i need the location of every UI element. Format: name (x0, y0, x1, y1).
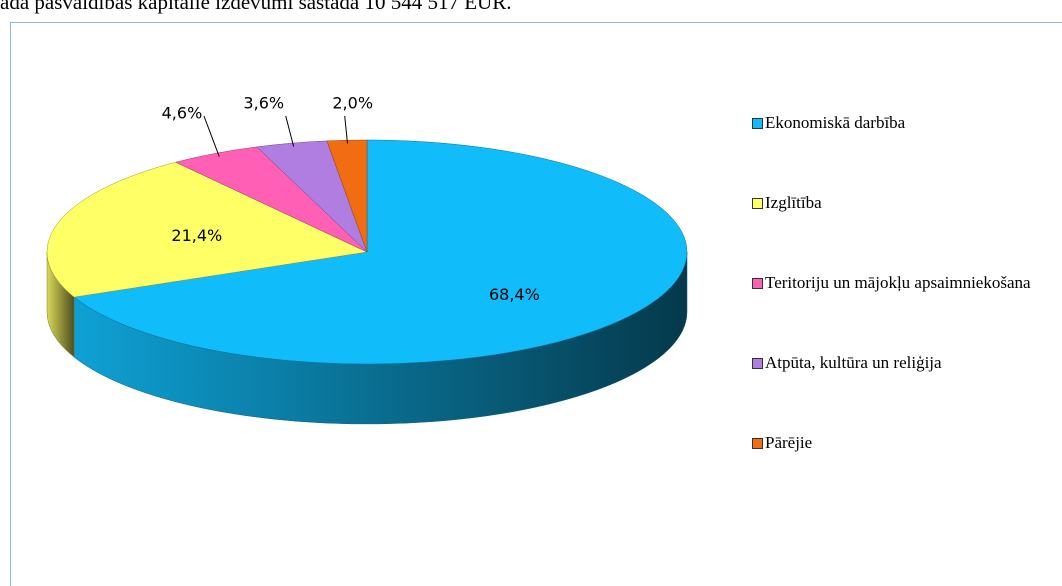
chart: 68,4% 21,4% 4,6% 3,6% 2,0% (46, 94, 688, 425)
legend: Ekonomiskā darbība Izglītība Teritoriju un… (752, 112, 1052, 512)
legend-label: Pārējie (765, 433, 813, 452)
leader-line (203, 115, 220, 157)
data-label: 68,4% (489, 285, 540, 304)
legend-swatch (752, 118, 763, 129)
leader-line (285, 115, 295, 147)
data-label: 3,6% (243, 94, 284, 113)
legend-label: Atpūta, kultūra un reliģija (765, 353, 942, 372)
legend-swatch (752, 358, 763, 369)
document-text: ada pašvaldības kapitālie izdevumi sastā… (0, 0, 512, 14)
legend-item: Izglītība (752, 192, 1052, 272)
data-label: 4,6% (162, 104, 203, 123)
legend-item: Pārējie (752, 432, 1052, 512)
slice (46, 161, 368, 298)
legend-swatch (752, 198, 763, 209)
legend-item: Atpūta, kultūra un reliģija (752, 352, 1052, 432)
legend-item: Teritoriju un mājokļu apsaimniekošana (752, 272, 1052, 352)
legend-label: Izglītība (765, 193, 822, 212)
legend-item: Ekonomiskā darbība (752, 112, 1052, 192)
legend-label: Ekonomiskā darbība (765, 113, 906, 132)
legend-swatch (752, 278, 763, 289)
leader-line (344, 115, 349, 144)
data-label: 21,4% (171, 226, 222, 245)
slice (73, 139, 688, 365)
data-label: 2,0% (332, 94, 373, 113)
legend-label: Teritoriju un mājokļu apsaimniekošana (765, 273, 1031, 292)
legend-swatch (752, 438, 763, 449)
chart-frame (10, 22, 1062, 586)
